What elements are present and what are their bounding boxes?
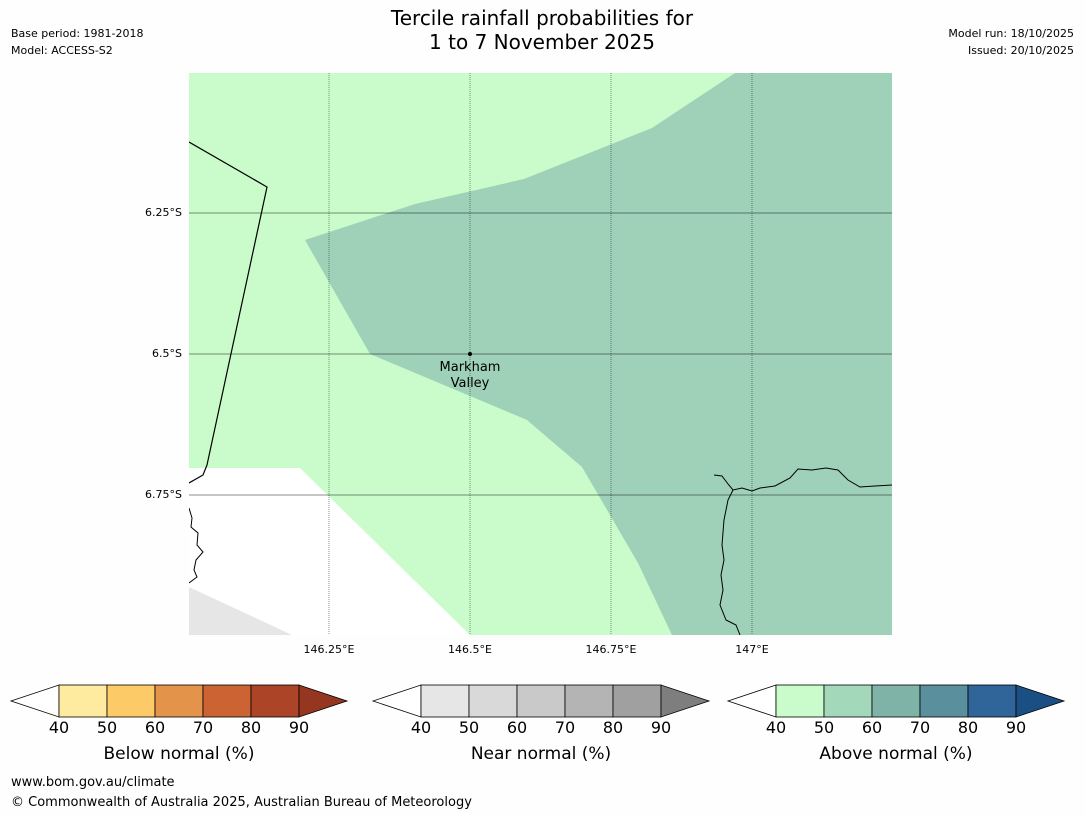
lat-tick: 6.5°S (152, 347, 182, 360)
model-run-text: Model run: 18/10/2025 (948, 27, 1074, 40)
coastline-right-2 (719, 489, 741, 635)
colorbar-near-normal (371, 684, 711, 718)
lon-tick: 146.75°E (585, 643, 637, 656)
place-label-line-1: Markham (439, 360, 501, 375)
colorbar-segment (775, 684, 825, 718)
colorbar-segment (967, 684, 1017, 718)
colorbar-extend-high (298, 684, 349, 718)
colorbar-extend-high (660, 684, 711, 718)
near-40-50-region (189, 587, 292, 635)
colorbar-tick-label: 90 (650, 718, 672, 737)
colorbar-tick-label: 40 (410, 718, 432, 737)
colorbar-tick-label: 40 (48, 718, 70, 737)
colorbar-tick-label: 40 (765, 718, 787, 737)
colorbar-tick-label: 50 (458, 718, 480, 737)
place-label: Markham Valley (425, 360, 515, 392)
colorbar-tick-label: 80 (240, 718, 262, 737)
base-period-text: Base period: 1981-2018 (11, 27, 144, 40)
colorbar-below-normal (9, 684, 349, 718)
colorbar-tick-label: 50 (813, 718, 835, 737)
colorbar-segment (468, 684, 518, 718)
colorbar-segment (871, 684, 921, 718)
colorbar-segment (564, 684, 614, 718)
lon-tick: 147°E (735, 643, 769, 656)
forecast-map (189, 73, 892, 635)
colorbar-segment (58, 684, 108, 718)
colorbar-extend-low (9, 684, 60, 718)
lat-tick: 6.25°S (145, 206, 182, 219)
place-label-line-2: Valley (450, 376, 490, 391)
title-line-2: 1 to 7 November 2025 (429, 30, 655, 54)
colorbar-tick-label: 70 (909, 718, 931, 737)
colorbar-segment (516, 684, 566, 718)
colorbar-extend-low (726, 684, 777, 718)
coastline-left (189, 507, 204, 584)
colorbar-segment (420, 684, 470, 718)
issued-text: Issued: 20/10/2025 (967, 44, 1074, 57)
colorbar-tick-label: 50 (96, 718, 118, 737)
footer-copyright: © Commonwealth of Australia 2025, Austra… (11, 795, 472, 810)
colorbar-tick-label: 60 (861, 718, 883, 737)
page-title: Tercile rainfall probabilities for 1 to … (342, 6, 742, 54)
lat-tick: 6.75°S (145, 488, 182, 501)
colorbar-label-near: Near normal (%) (470, 744, 612, 764)
colorbar-label-below: Below normal (%) (103, 744, 255, 764)
coastline-right (713, 467, 892, 492)
title-line-1: Tercile rainfall probabilities for (390, 6, 694, 30)
header-meta-left: Base period: 1981-2018 Model: ACCESS-S2 (11, 25, 143, 59)
colorbar-tick-label: 60 (506, 718, 528, 737)
colorbar-above-normal (726, 684, 1066, 718)
footer-url: www.bom.gov.au/climate (11, 775, 175, 790)
colorbar-tick-label: 90 (288, 718, 310, 737)
colorbar-segment (154, 684, 204, 718)
colorbar-segment (106, 684, 156, 718)
colorbar-tick-label: 90 (1005, 718, 1027, 737)
colorbar-tick-label: 70 (554, 718, 576, 737)
lon-tick: 146.25°E (303, 643, 355, 656)
header-meta-right: Model run: 18/10/2025 Issued: 20/10/2025 (948, 25, 1074, 59)
colorbar-segment (250, 684, 300, 718)
colorbar-extend-high (1015, 684, 1066, 718)
colorbar-label-above: Above normal (%) (819, 744, 973, 764)
colorbar-segment (919, 684, 969, 718)
colorbars (9, 684, 1066, 718)
markham-valley-marker (468, 352, 472, 356)
colorbar-segment (823, 684, 873, 718)
colorbar-tick-label: 70 (192, 718, 214, 737)
colorbar-tick-label: 80 (602, 718, 624, 737)
colorbar-tick-label: 80 (957, 718, 979, 737)
colorbar-extend-low (371, 684, 422, 718)
border-line (189, 141, 268, 484)
colorbar-tick-label: 60 (144, 718, 166, 737)
lon-tick: 146.5°E (448, 643, 492, 656)
model-text: Model: ACCESS-S2 (11, 44, 113, 57)
colorbar-segment (612, 684, 662, 718)
colorbar-segment (202, 684, 252, 718)
graticule (189, 73, 892, 635)
